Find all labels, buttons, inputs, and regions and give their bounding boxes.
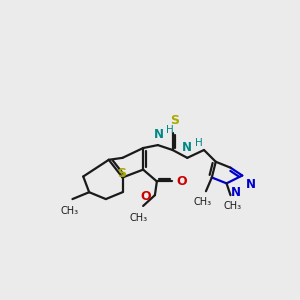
Text: N: N (154, 128, 164, 141)
Text: CH₃: CH₃ (61, 206, 79, 216)
Text: H: H (166, 125, 173, 135)
Text: N: N (182, 141, 192, 154)
Text: N: N (246, 178, 256, 191)
Text: CH₃: CH₃ (194, 197, 212, 207)
Text: S: S (170, 114, 179, 128)
Text: S: S (117, 167, 126, 180)
Text: O: O (176, 175, 187, 188)
Text: CH₃: CH₃ (224, 201, 242, 211)
Text: H: H (195, 138, 203, 148)
Text: CH₃: CH₃ (129, 213, 147, 223)
Text: O: O (140, 190, 151, 202)
Text: N: N (230, 186, 241, 199)
